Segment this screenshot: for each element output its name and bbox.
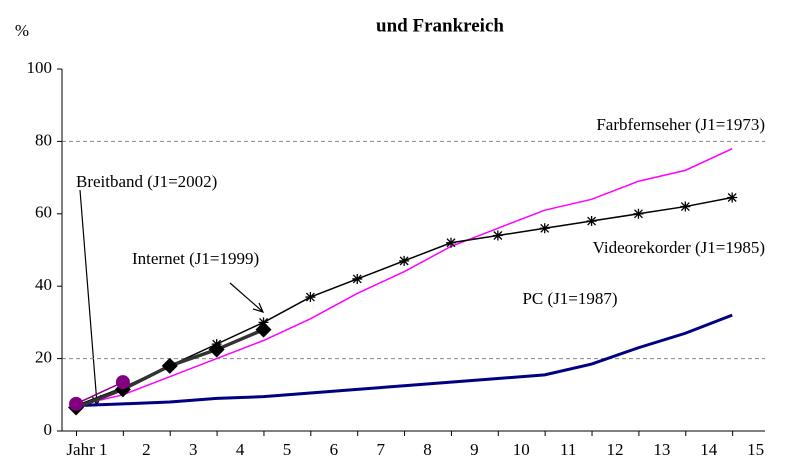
marker xyxy=(69,396,84,411)
marker xyxy=(727,192,738,203)
marker xyxy=(255,321,272,338)
marker xyxy=(161,357,178,374)
chart-title: und Frankreich xyxy=(376,15,504,36)
x-tick-label: 15 xyxy=(747,440,764,459)
x-tick-label: 2 xyxy=(142,440,151,459)
x-tick-label: 11 xyxy=(560,440,576,459)
marker xyxy=(208,341,225,358)
x-tick-label: 3 xyxy=(189,440,198,459)
marker xyxy=(399,255,410,266)
x-tick-label: 9 xyxy=(470,440,479,459)
y-tick-label: 40 xyxy=(35,275,52,294)
series-label: Internet (J1=1999) xyxy=(132,249,259,268)
marker xyxy=(115,375,130,390)
y-axis-label: % xyxy=(15,21,29,40)
marker xyxy=(352,273,363,284)
marker xyxy=(633,208,644,219)
marker xyxy=(445,237,456,248)
marker xyxy=(586,216,597,227)
y-tick-label: 60 xyxy=(35,203,52,222)
series-line xyxy=(75,147,733,407)
x-tick-label: 8 xyxy=(423,440,432,459)
series-line xyxy=(75,381,124,405)
series-line xyxy=(76,313,733,408)
marker xyxy=(492,230,503,241)
x-tick-label: 6 xyxy=(330,440,339,459)
x-tick-label: 13 xyxy=(653,440,670,459)
y-tick-label: 80 xyxy=(35,130,52,149)
y-tick-label: 20 xyxy=(35,348,52,367)
y-tick-label: 100 xyxy=(27,58,53,77)
x-tick-label: 4 xyxy=(236,440,245,459)
marker xyxy=(539,223,550,234)
marker xyxy=(305,292,316,303)
x-tick-label: 14 xyxy=(700,440,718,459)
x-tick-label: 12 xyxy=(607,440,624,459)
x-tick-label: 5 xyxy=(283,440,292,459)
series-label: Breitband (J1=2002) xyxy=(76,172,217,191)
x-tick-label: 10 xyxy=(513,440,530,459)
marker xyxy=(680,201,691,212)
series-label: Videorekorder (J1=1985) xyxy=(593,238,765,257)
x-tick-label: 7 xyxy=(376,440,385,459)
arrows xyxy=(79,189,265,407)
series-label: Farbfernseher (J1=1973) xyxy=(596,115,765,134)
series-label: PC (J1=1987) xyxy=(522,289,617,308)
y-tick-label: 0 xyxy=(44,420,53,439)
x-tick-label: Jahr 1 xyxy=(66,440,107,459)
